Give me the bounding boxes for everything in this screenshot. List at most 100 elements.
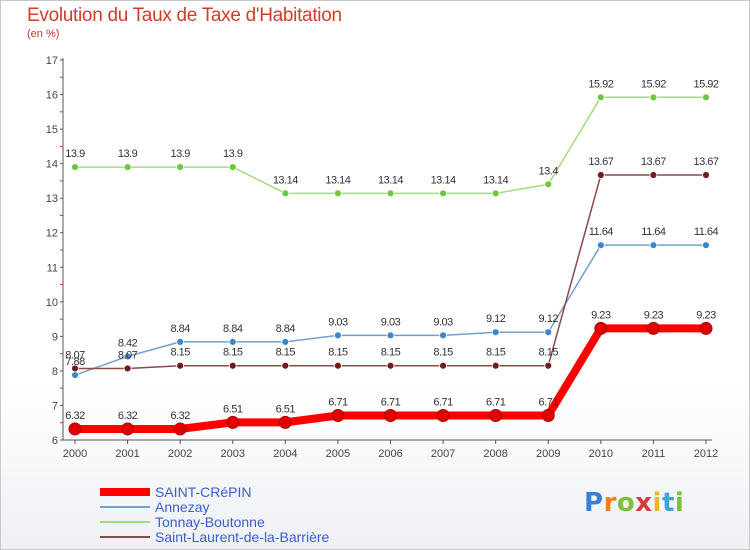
data-point bbox=[331, 408, 345, 422]
data-label: 8.15 bbox=[276, 347, 296, 359]
data-point bbox=[71, 163, 79, 171]
data-point bbox=[228, 361, 237, 370]
data-point bbox=[594, 321, 608, 335]
data-label: 9.03 bbox=[433, 316, 453, 328]
legend-label: SAINT-CRéPIN bbox=[155, 484, 252, 500]
data-label: 13.14 bbox=[378, 174, 403, 186]
y-tick-label: 6 bbox=[52, 435, 58, 447]
data-label: 8.15 bbox=[433, 347, 453, 359]
data-label: 9.23 bbox=[644, 309, 664, 321]
legend-item: SAINT-CRéPIN bbox=[100, 484, 400, 500]
logo-letter: i bbox=[674, 488, 685, 518]
data-label: 8.15 bbox=[328, 347, 348, 359]
x-tick-label: 2000 bbox=[63, 448, 87, 460]
y-axis-unit: (en %) bbox=[27, 28, 60, 40]
logo-letter: t bbox=[661, 488, 675, 518]
logo-letter: P bbox=[584, 488, 604, 518]
data-label: 6.51 bbox=[223, 403, 243, 415]
data-point bbox=[384, 408, 397, 422]
logo-letter: o bbox=[616, 488, 636, 518]
data-label: 8.84 bbox=[170, 323, 190, 335]
y-tick-label: 12 bbox=[46, 228, 58, 240]
data-label: 8.15 bbox=[539, 347, 559, 359]
data-label: 11.64 bbox=[694, 226, 719, 238]
data-point bbox=[226, 415, 240, 429]
data-point bbox=[176, 337, 185, 346]
data-label: 6.71 bbox=[328, 396, 348, 408]
legend-swatch bbox=[100, 521, 150, 523]
data-point bbox=[68, 422, 82, 436]
data-label: 7.88 bbox=[65, 356, 85, 368]
data-label: 6.51 bbox=[276, 403, 296, 415]
data-label: 9.12 bbox=[486, 313, 506, 325]
data-label: 9.12 bbox=[539, 313, 559, 325]
data-label: 9.03 bbox=[328, 316, 348, 328]
data-point bbox=[228, 337, 237, 346]
x-tick-label: 2010 bbox=[589, 448, 613, 460]
data-point bbox=[491, 328, 500, 337]
data-point bbox=[541, 408, 555, 422]
data-point bbox=[646, 321, 660, 335]
data-label: 13.67 bbox=[693, 156, 718, 168]
data-label: 11.64 bbox=[589, 226, 614, 238]
data-point bbox=[702, 93, 710, 102]
data-label: 13.14 bbox=[431, 174, 456, 186]
data-label: 13.9 bbox=[118, 148, 138, 160]
legend-swatch bbox=[100, 506, 150, 508]
data-point bbox=[544, 328, 553, 337]
y-tick-label: 15 bbox=[46, 124, 58, 136]
y-tick-label: 14 bbox=[46, 159, 58, 171]
data-label: 13.14 bbox=[483, 174, 508, 186]
x-tick-label: 2001 bbox=[115, 448, 139, 460]
legend-swatch bbox=[100, 536, 150, 538]
data-point bbox=[544, 180, 553, 189]
x-tick-label: 2012 bbox=[694, 448, 718, 460]
data-point bbox=[649, 93, 658, 102]
legend-swatch bbox=[100, 488, 150, 496]
data-label: 9.23 bbox=[696, 309, 716, 321]
data-point bbox=[702, 171, 710, 179]
data-label: 8.42 bbox=[118, 337, 138, 349]
data-point bbox=[491, 189, 500, 198]
data-point bbox=[386, 331, 395, 340]
data-label: 8.15 bbox=[381, 347, 401, 359]
data-label: 6.71 bbox=[486, 396, 506, 408]
data-point bbox=[228, 163, 237, 171]
y-tick-label: 16 bbox=[46, 90, 58, 102]
legend-item: Tonnay-Boutonne bbox=[100, 514, 400, 530]
legend-item: Saint-Laurent-de-la-Barrière bbox=[100, 529, 400, 545]
logo-letter: i bbox=[652, 488, 662, 518]
data-point bbox=[702, 241, 710, 250]
data-point bbox=[386, 189, 395, 198]
data-point bbox=[439, 331, 447, 340]
x-tick-label: 2011 bbox=[642, 448, 666, 460]
x-tick-label: 2008 bbox=[483, 448, 507, 460]
data-label: 13.9 bbox=[223, 148, 243, 160]
data-label: 9.03 bbox=[381, 316, 401, 328]
data-label: 8.15 bbox=[170, 347, 190, 359]
data-point bbox=[544, 361, 553, 370]
data-point bbox=[123, 364, 132, 373]
data-point bbox=[649, 171, 658, 179]
data-label: 9.23 bbox=[591, 309, 611, 321]
data-point bbox=[278, 415, 292, 429]
data-label: 8.07 bbox=[65, 349, 85, 361]
data-point bbox=[123, 163, 132, 171]
y-tick-label: 9 bbox=[52, 331, 58, 343]
data-point bbox=[334, 331, 342, 340]
legend-label: Tonnay-Boutonne bbox=[155, 514, 265, 530]
data-label: 6.71 bbox=[381, 396, 401, 408]
logo-letter: r bbox=[603, 488, 617, 518]
data-point bbox=[281, 189, 290, 198]
data-point bbox=[121, 422, 135, 436]
series-line bbox=[74, 174, 707, 370]
data-label: 15.92 bbox=[588, 78, 613, 90]
data-point bbox=[649, 241, 658, 250]
data-label: 15.92 bbox=[641, 78, 666, 90]
y-tick-label: 17 bbox=[46, 55, 58, 67]
data-point bbox=[596, 241, 605, 250]
data-point bbox=[596, 93, 605, 102]
data-point bbox=[334, 361, 342, 370]
data-label: 13.4 bbox=[539, 165, 559, 177]
